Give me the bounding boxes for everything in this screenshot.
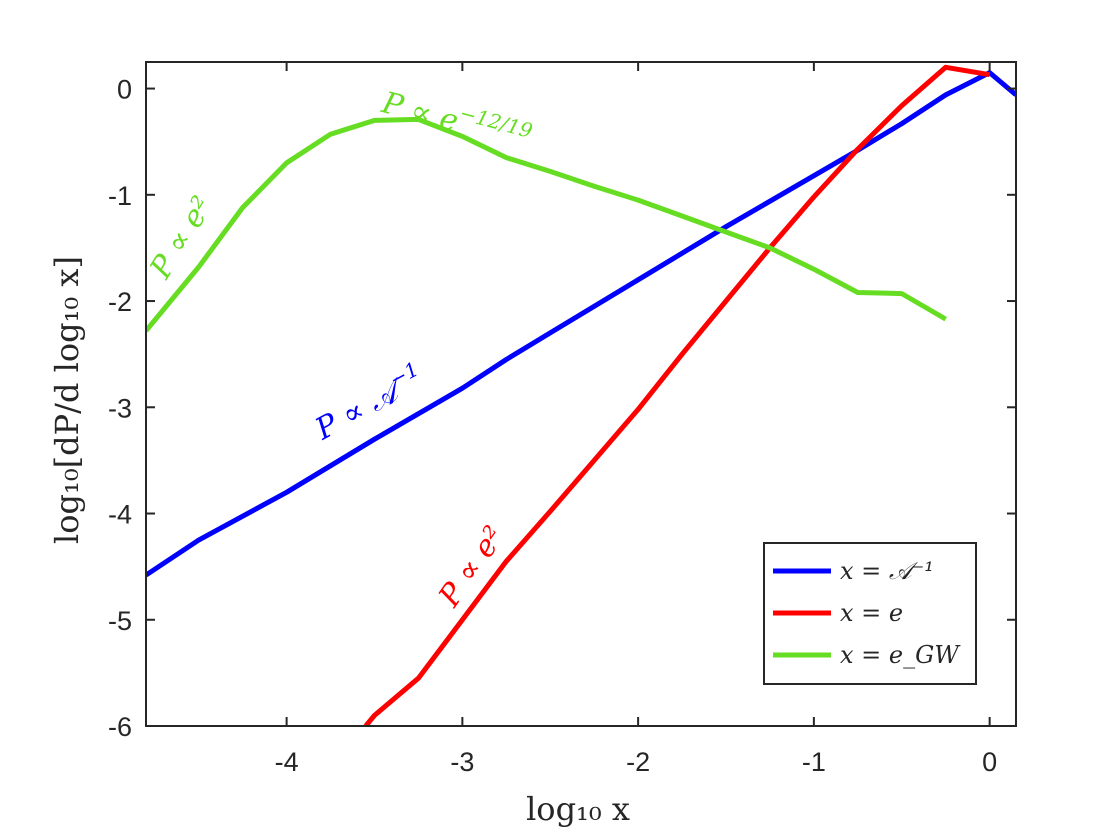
annotations: P ∝ e²P ∝ e−12/19P ∝ 𝒜−1P ∝ e² — [143, 80, 536, 614]
series-line-1 — [146, 70, 1016, 578]
ticks-layer: -4 -3 -2 -1 0 0 -1 -2 -3 -4 -5 -6 — [108, 62, 1016, 777]
series-line-2 — [363, 64, 991, 726]
y-tick-label: -6 — [108, 712, 132, 742]
y-tick-label: -5 — [108, 606, 132, 636]
y-tick-label: -2 — [108, 287, 132, 317]
y-axis-label: log₁₀[dP/d log₁₀ x] — [48, 256, 86, 544]
series-line-3 — [146, 116, 947, 333]
x-tick-label: -2 — [626, 747, 650, 777]
legend-label-3: x = e_GW — [840, 641, 961, 669]
series-layer — [146, 64, 1016, 726]
plot-frame — [145, 61, 1017, 727]
x-tick-label: 0 — [982, 747, 997, 777]
legend: x = 𝒜⁻¹ x = e x = e_GW — [763, 542, 977, 685]
y-tick-label: -1 — [108, 181, 132, 211]
annotation-3: P ∝ 𝒜−1 — [307, 357, 430, 448]
y-tick-label: -4 — [108, 500, 132, 530]
annotation-1: P ∝ e² — [143, 190, 221, 285]
x-tick-label: -4 — [275, 747, 299, 777]
legend-label-2: x = e — [840, 599, 903, 627]
legend-label-1: x = 𝒜⁻¹ — [840, 557, 934, 585]
y-tick-label: 0 — [117, 75, 132, 105]
annotation-2: P ∝ e−12/19 — [377, 80, 535, 158]
x-axis-label: log₁₀ x — [526, 790, 630, 828]
x-tick-label: -1 — [802, 747, 826, 777]
x-tick-label: -3 — [450, 747, 474, 777]
y-tick-label: -3 — [108, 393, 132, 423]
